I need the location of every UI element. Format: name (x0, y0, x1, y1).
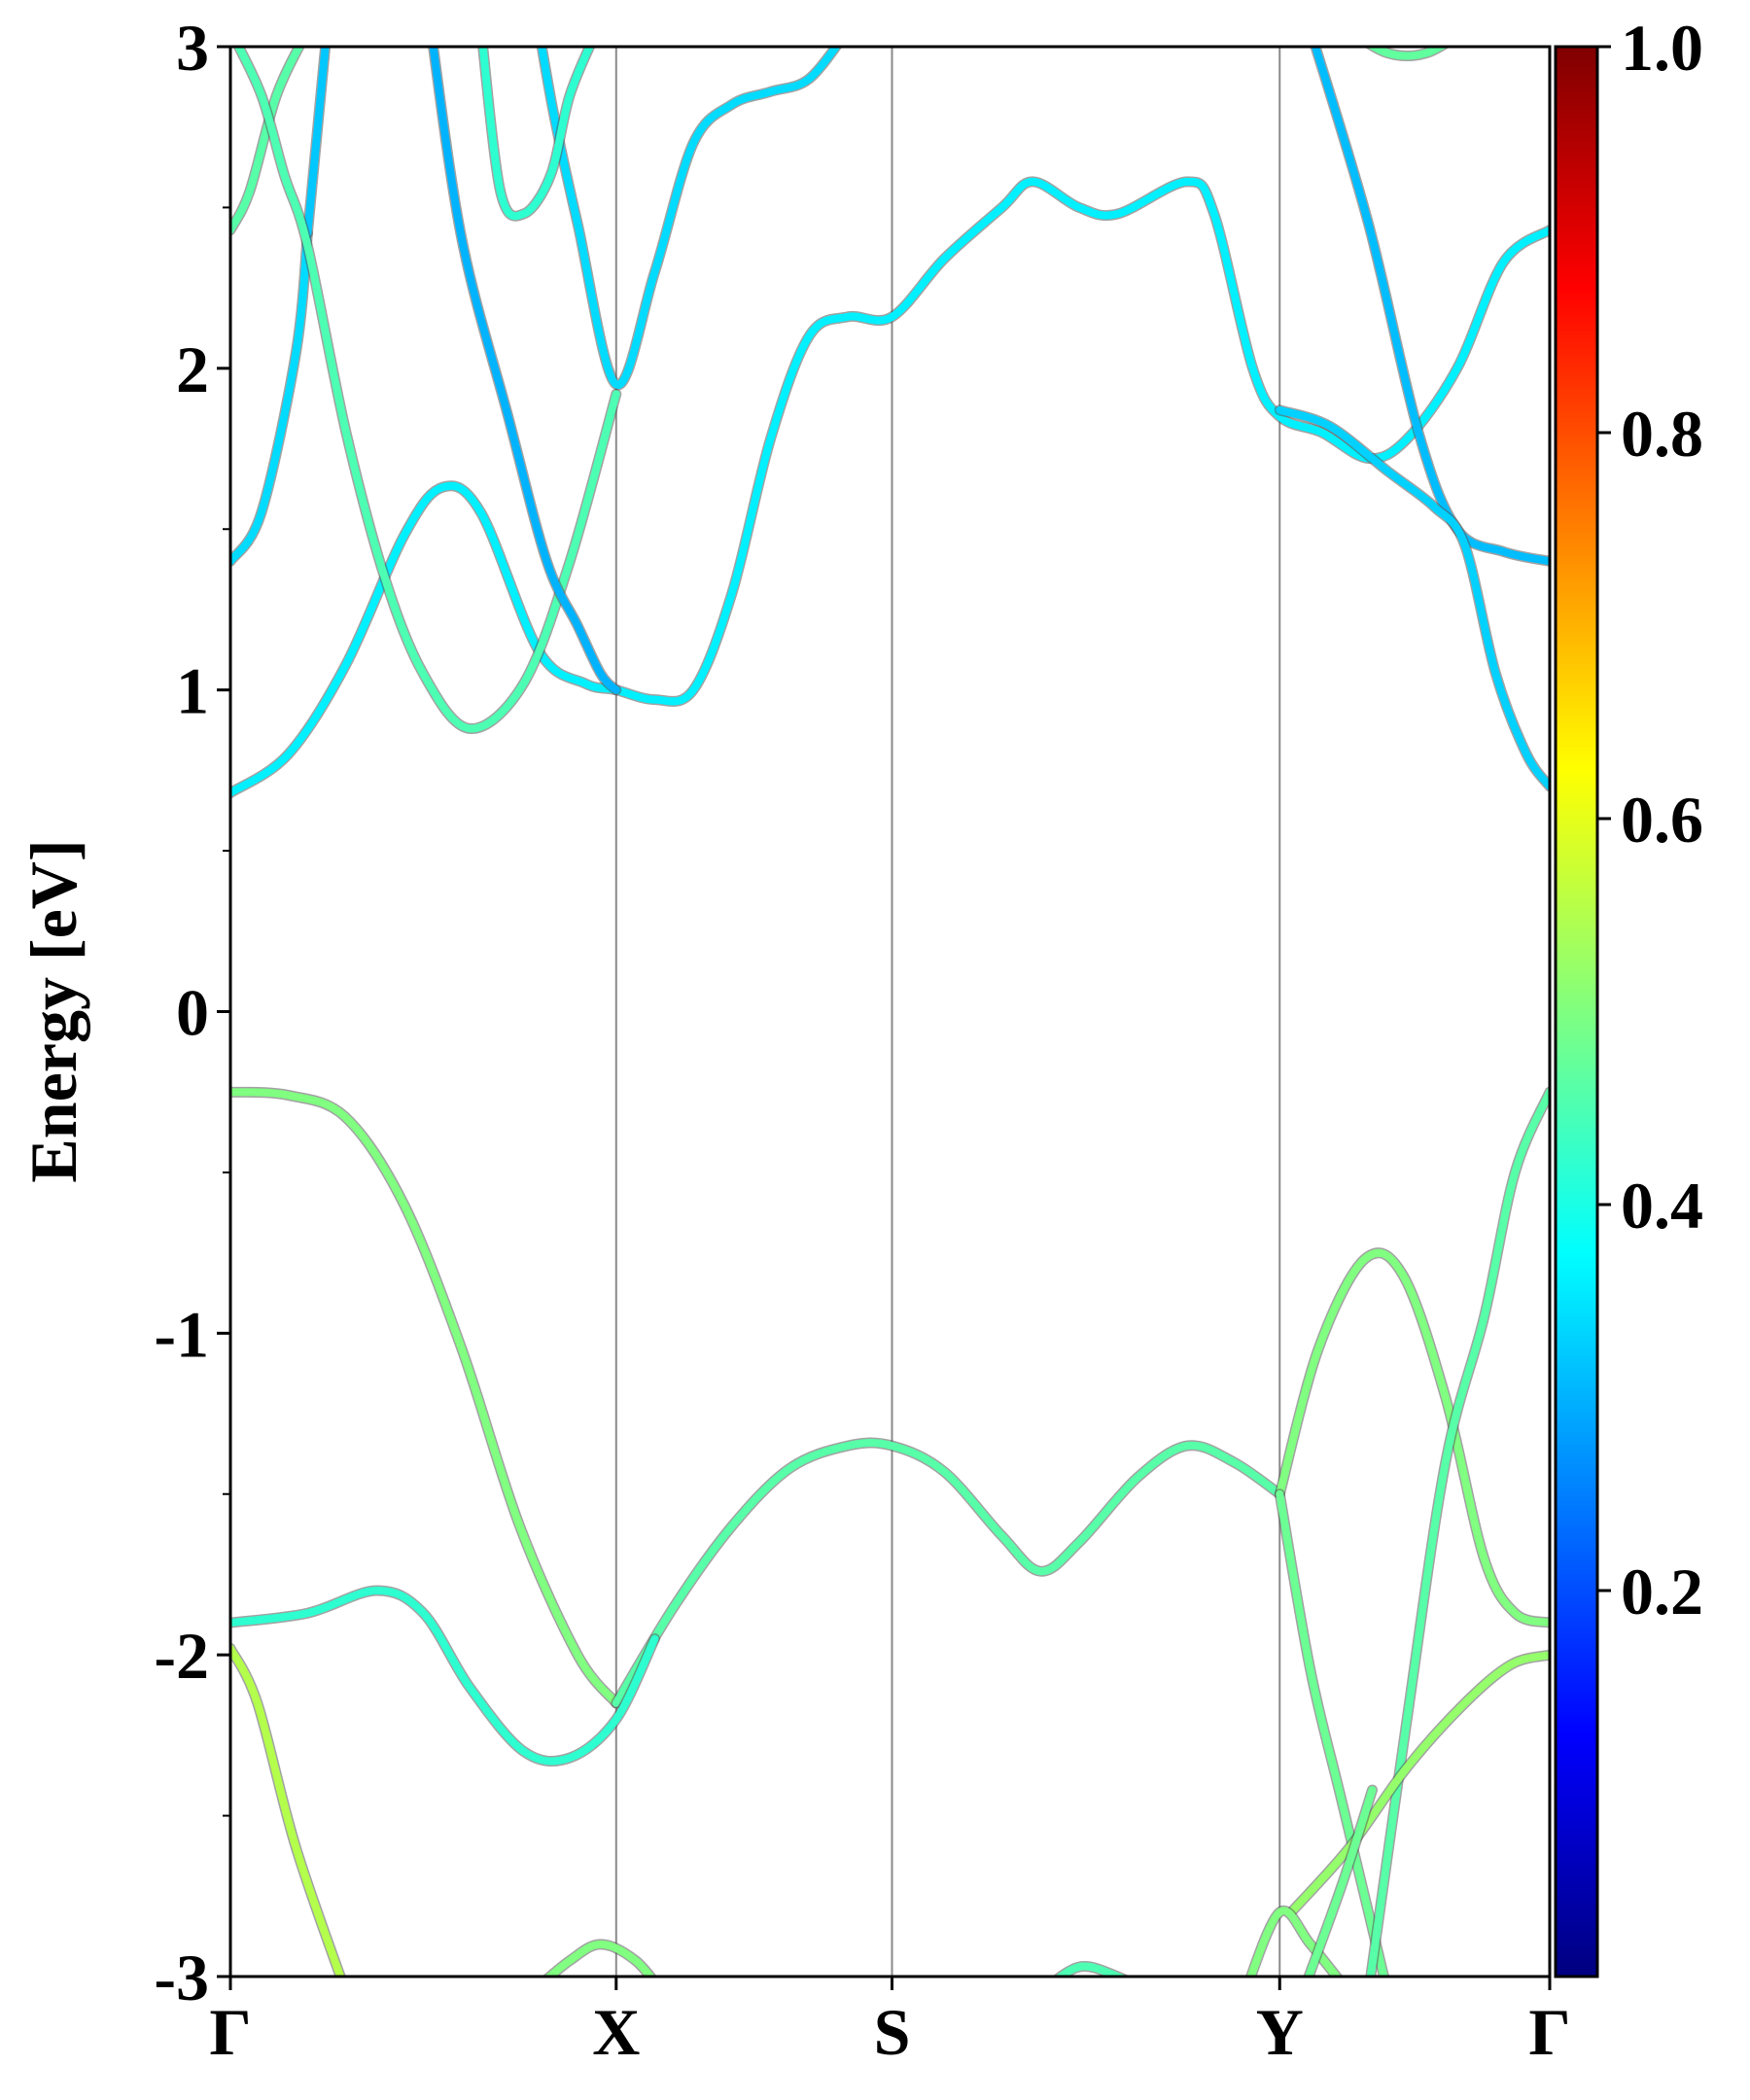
band-outline-13 (230, 228, 313, 567)
y-tick-label: 3 (176, 11, 209, 85)
band-outline-21 (1274, 404, 1550, 792)
band-outline-17 (428, 47, 622, 696)
x-tick-label: X (592, 1995, 640, 2069)
x-tick-label: Γ (1528, 1995, 1570, 2069)
band-line-9 (1054, 1962, 1128, 1977)
x-tick-label: Γ (209, 1995, 251, 2069)
colorbar-tick-label: 0.2 (1621, 1555, 1703, 1628)
band-outline-12 (230, 176, 1550, 798)
band-line-16 (234, 47, 620, 733)
band-lines (230, 47, 1550, 1977)
y-tick-label: -3 (154, 1941, 209, 2014)
band-line-11 (1304, 1786, 1377, 1977)
y-tick-label: 0 (176, 976, 209, 1050)
x-tick-label: S (874, 1995, 911, 2069)
band-line-5 (230, 1587, 659, 1766)
band-line-12 (230, 177, 1550, 797)
band-outline-1 (611, 1437, 1285, 1709)
colorbar-tick-label: 1.0 (1621, 11, 1703, 85)
band-line-17 (429, 47, 620, 694)
y-tick-label: 1 (176, 654, 209, 728)
y-tick-label: 2 (176, 332, 209, 406)
kpoint-divider-lines (614, 47, 1281, 1977)
colorbar: 0.2 0.4 0.6 0.8 1.0 (1554, 11, 1703, 1978)
band-line-4 (1366, 1088, 1550, 1977)
band-line-3 (1276, 1489, 1388, 1977)
band-line-21 (1276, 405, 1550, 790)
y-axis: -3 -2 -1 0 1 2 3 (154, 11, 230, 2014)
band-line-18 (538, 47, 841, 389)
colorbar-tick-label: 0.6 (1621, 783, 1703, 857)
colorbar-tick-label: 0.4 (1621, 1169, 1703, 1242)
band-line-7 (1287, 1651, 1550, 1916)
band-line-6 (230, 1644, 345, 1977)
x-tick-label: Y (1256, 1995, 1304, 2069)
colorbar-gradient (1554, 45, 1599, 1978)
band-line-10 (1246, 1907, 1342, 1977)
band-line-1 (612, 1439, 1284, 1707)
band-outline-4 (1365, 1086, 1550, 1977)
band-line-20 (1311, 47, 1550, 566)
band-line-13 (230, 228, 312, 566)
band-line-14 (303, 47, 330, 237)
plot-frame (228, 45, 1552, 1978)
y-axis-title: Energy [eV] (17, 839, 90, 1182)
y-tick-label: -2 (154, 1619, 209, 1693)
band-line-19 (478, 47, 594, 221)
band-line-22 (1366, 47, 1448, 60)
band-line-8 (543, 1940, 656, 1977)
band-line-15 (230, 47, 304, 234)
band-line-0 (230, 1088, 620, 1707)
y-tick-label: -1 (154, 1297, 209, 1371)
band-line-2 (1276, 1248, 1550, 1628)
colorbar-tick-label: 0.8 (1621, 397, 1703, 471)
